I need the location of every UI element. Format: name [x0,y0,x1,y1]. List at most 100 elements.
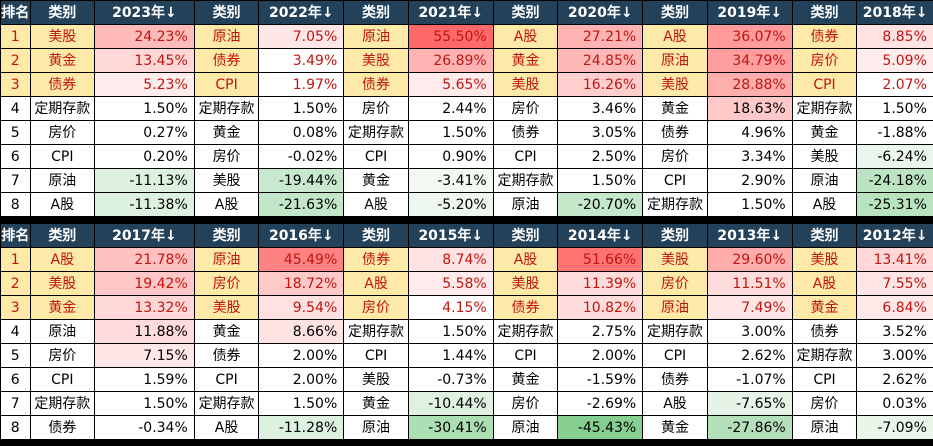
category-cell: 原油 [791,168,858,193]
return-value-cell: 0.27% [94,120,195,145]
rank-header: 排名 [0,223,31,248]
category-cell: 黄金 [492,48,559,73]
category-cell: 原油 [29,168,96,193]
rank-cell: 2 [0,48,31,73]
category-cell: 定期存款 [193,96,260,121]
return-value-cell: 26.89% [407,48,494,73]
return-value-cell: 2.00% [258,367,345,392]
category-header: 类别 [343,223,409,248]
return-value-cell: -0.34% [94,415,195,440]
category-cell: 房价 [29,120,96,145]
year-header-sortable[interactable]: 2020年↓ [557,0,644,25]
return-value-cell: 2.62% [856,367,933,392]
category-cell: CPI [791,72,858,97]
return-value-cell: -27.86% [706,415,793,440]
category-cell: A股 [642,24,708,49]
category-cell: 定期存款 [791,343,858,368]
ranking-section-1: 排名 类别 2023年↓ 类别 2022年↓ 类别 2021年↓ 类别 2020年↓ 类别 2019… [0,0,933,217]
return-value-cell: 2.00% [557,343,644,368]
return-value-cell: -6.24% [856,144,933,169]
year-header-sortable[interactable]: 2019年↓ [706,0,793,25]
return-value-cell: 4.96% [706,120,793,145]
year-header-sortable[interactable]: 2017年↓ [94,223,195,248]
year-header-sortable[interactable]: 2012年↓ [856,223,933,248]
category-cell: A股 [492,247,559,272]
rank-cell: 5 [0,120,31,145]
return-value-cell: 27.21% [557,24,644,49]
category-cell: 美股 [193,168,260,193]
table-row: 7 原油 -11.13% 美股 -19.44% 黄金 -3.41% 定期存款 1.50% CPI 2… [0,168,933,193]
return-value-cell: 10.82% [557,295,644,320]
category-cell: 定期存款 [492,319,559,344]
return-value-cell: -11.13% [94,168,195,193]
rank-cell: 8 [0,415,31,440]
category-cell: 债券 [343,72,409,97]
year-label: 2017年 [112,227,166,244]
category-cell: CPI [343,144,409,169]
year-header-sortable[interactable]: 2022年↓ [258,0,345,25]
return-value-cell: -45.43% [557,415,644,440]
category-cell: A股 [29,192,96,217]
return-value-cell: 3.05% [557,120,644,145]
return-value-cell: 2.50% [557,144,644,169]
category-cell: A股 [343,271,409,296]
return-value-cell: -21.63% [258,192,345,217]
category-cell: 定期存款 [642,192,708,217]
category-cell: 房价 [343,295,409,320]
category-cell: 美股 [642,72,708,97]
return-value-cell: -11.28% [258,415,345,440]
category-cell: 债券 [492,295,559,320]
return-value-cell: 11.39% [557,271,644,296]
year-header-sortable[interactable]: 2023年↓ [94,0,195,25]
category-cell: 美股 [791,247,858,272]
return-value-cell: 34.79% [706,48,793,73]
header-row: 排名 类别 2023年↓ 类别 2022年↓ 类别 2021年↓ 类别 2020年↓ 类别 2019… [0,0,933,25]
table-row: 3 债券 5.23% CPI 1.97% 债券 5.65% 美股 16.26% 美股 28.88% C… [0,72,933,97]
return-value-cell: -7.65% [706,391,793,416]
category-cell: A股 [791,271,858,296]
category-header: 类别 [791,0,858,25]
return-value-cell: 3.52% [856,319,933,344]
return-value-cell: 28.88% [706,72,793,97]
category-cell: 美股 [492,271,559,296]
year-header-sortable[interactable]: 2021年↓ [407,0,494,25]
return-value-cell: 9.54% [258,295,345,320]
return-value-cell: 4.15% [407,295,494,320]
sort-desc-icon: ↓ [321,4,334,21]
return-value-cell: 5.09% [856,48,933,73]
category-cell: 房价 [492,391,559,416]
category-cell: 原油 [343,24,409,49]
category-cell: 黄金 [343,168,409,193]
year-header-sortable[interactable]: 2018年↓ [856,0,933,25]
category-cell: 定期存款 [29,96,96,121]
year-header-sortable[interactable]: 2014年↓ [557,223,644,248]
year-header-sortable[interactable]: 2016年↓ [258,223,345,248]
category-header: 类别 [642,0,708,25]
return-value-cell: 1.59% [94,367,195,392]
return-value-cell: 19.42% [94,271,195,296]
year-header-sortable[interactable]: 2013年↓ [706,223,793,248]
category-header: 类别 [193,0,260,25]
return-value-cell: 7.49% [706,295,793,320]
year-label: 2021年 [418,4,472,21]
rank-cell: 2 [0,271,31,296]
category-cell: A股 [343,192,409,217]
category-cell: 黄金 [642,415,708,440]
return-value-cell: 5.58% [407,271,494,296]
rank-header: 排名 [0,0,31,25]
year-label: 2015年 [418,227,472,244]
category-cell: 原油 [193,24,260,49]
return-value-cell: 1.44% [407,343,494,368]
category-cell: 债券 [29,415,96,440]
category-cell: 定期存款 [791,96,858,121]
rank-cell: 5 [0,343,31,368]
return-value-cell: 55.50% [407,24,494,49]
sort-desc-icon: ↓ [770,227,783,244]
year-header-sortable[interactable]: 2015年↓ [407,223,494,248]
sort-desc-icon: ↓ [915,227,928,244]
category-cell: CPI [642,343,708,368]
return-value-cell: 7.15% [94,343,195,368]
table-row: 1 美股 24.23% 原油 7.05% 原油 55.50% A股 27.21% A股 36.07%… [0,24,933,49]
table-row: 8 A股 -11.38% A股 -21.63% A股 -5.20% 原油 -20.70% 定期存款… [0,192,933,217]
return-value-cell: 2.44% [407,96,494,121]
